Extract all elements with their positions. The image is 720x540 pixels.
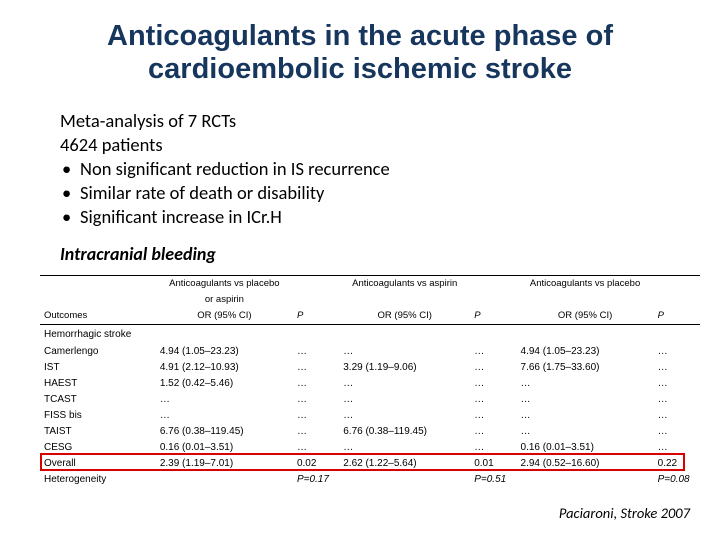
cell: P=0.17 — [293, 472, 339, 488]
col-group-2a: Anticoagulants vs aspirin — [339, 275, 470, 292]
cell: 1.52 (0.42–5.46) — [156, 376, 293, 392]
cell: 6.76 (0.38–119.45) — [156, 424, 293, 440]
cell: … — [156, 408, 293, 424]
cell: … — [293, 360, 339, 376]
summary-bullet: Non significant reduction in IS recurren… — [60, 157, 660, 181]
cell: 4.94 (1.05–23.23) — [517, 344, 654, 360]
cell: … — [470, 360, 516, 376]
col-or-2: OR (95% CI) — [339, 308, 470, 325]
cell: … — [293, 424, 339, 440]
cell: … — [156, 392, 293, 408]
cell: Camerlengo — [40, 344, 156, 360]
cell: … — [339, 376, 470, 392]
cell: … — [654, 392, 700, 408]
cell — [156, 472, 293, 488]
title-line-1: Anticoagulants in the acute phase of — [107, 20, 613, 52]
cell: … — [470, 392, 516, 408]
col-p-1: P — [293, 308, 339, 325]
table-row: TAIST6.76 (0.38–119.45)…6.76 (0.38–119.4… — [40, 424, 700, 440]
cell: … — [654, 360, 700, 376]
cell: P=0.51 — [470, 472, 516, 488]
summary-line-2: 4624 patients — [60, 133, 660, 157]
table-row: FISS bis……………… — [40, 408, 700, 424]
summary-bullet: Similar rate of death or disability — [60, 181, 660, 205]
cell — [339, 472, 470, 488]
cell: 4.91 (2.12–10.93) — [156, 360, 293, 376]
cell: HAEST — [40, 376, 156, 392]
citation: Paciaroni, Stroke 2007 — [559, 504, 690, 522]
cell: … — [517, 376, 654, 392]
cell: FISS bis — [40, 408, 156, 424]
cell: … — [517, 408, 654, 424]
cell: 3.29 (1.19–9.06) — [339, 360, 470, 376]
cell: P=0.08 — [654, 472, 700, 488]
cell: … — [654, 424, 700, 440]
cell: … — [339, 408, 470, 424]
table-row: TCAST……………… — [40, 392, 700, 408]
cell: … — [654, 344, 700, 360]
col-or-1: OR (95% CI) — [156, 308, 293, 325]
section-label: Intracranial bleeding — [0, 229, 720, 265]
cell: … — [517, 392, 654, 408]
summary-bullet: Significant increase in ICr.H — [60, 205, 660, 229]
row-group-label: Hemorrhagic stroke — [40, 324, 700, 344]
col-p-3: P — [654, 308, 700, 325]
summary-block: Meta-analysis of 7 RCTs 4624 patients No… — [0, 87, 720, 229]
cell: … — [339, 344, 470, 360]
cell: … — [470, 408, 516, 424]
cell: … — [654, 376, 700, 392]
title-line-2: cardioembolic ischemic stroke — [148, 53, 572, 85]
cell: … — [470, 376, 516, 392]
cell: … — [470, 344, 516, 360]
table-row: IST4.91 (2.12–10.93)…3.29 (1.19–9.06)…7.… — [40, 360, 700, 376]
cell: TAIST — [40, 424, 156, 440]
col-outcomes: Outcomes — [40, 308, 156, 325]
cell: IST — [40, 360, 156, 376]
cell: … — [470, 424, 516, 440]
cell: … — [654, 408, 700, 424]
cell: 4.94 (1.05–23.23) — [156, 344, 293, 360]
cell: … — [293, 392, 339, 408]
table-row: HAEST1.52 (0.42–5.46)…………… — [40, 376, 700, 392]
summary-line-1: Meta-analysis of 7 RCTs — [60, 109, 660, 133]
col-or-3: OR (95% CI) — [517, 308, 654, 325]
cell: … — [293, 344, 339, 360]
col-p-2: P — [470, 308, 516, 325]
col-group-1a: Anticoagulants vs placebo — [156, 275, 293, 292]
cell: … — [339, 392, 470, 408]
slide-title: Anticoagulants in the acute phase of car… — [0, 0, 720, 87]
cell: 7.66 (1.75–33.60) — [517, 360, 654, 376]
cell: TCAST — [40, 392, 156, 408]
cell: 6.76 (0.38–119.45) — [339, 424, 470, 440]
cell: … — [293, 376, 339, 392]
col-group-3a: Anticoagulants vs placebo — [517, 275, 654, 292]
highlight-box — [40, 453, 685, 471]
summary-bullets: Non significant reduction in IS recurren… — [60, 157, 660, 229]
table-row: Heterogeneity P=0.17 P=0.51 P=0.08 — [40, 472, 700, 488]
cell — [517, 472, 654, 488]
cell: Heterogeneity — [40, 472, 156, 488]
cell: … — [517, 424, 654, 440]
table-row: Camerlengo4.94 (1.05–23.23)………4.94 (1.05… — [40, 344, 700, 360]
cell: … — [293, 408, 339, 424]
col-group-1b: or aspirin — [156, 292, 293, 308]
